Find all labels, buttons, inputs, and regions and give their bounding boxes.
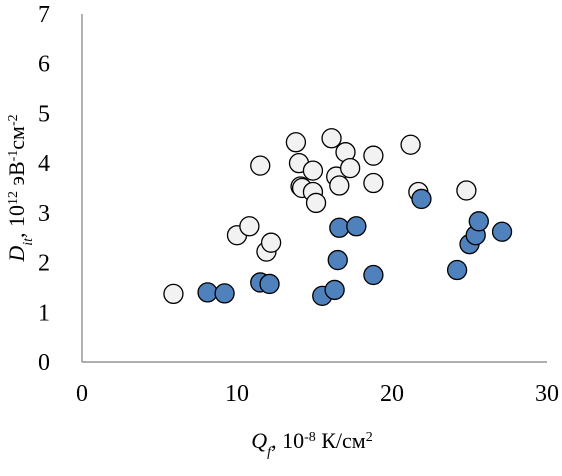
data-point bbox=[259, 273, 280, 295]
data-point bbox=[491, 221, 513, 242]
y-axis-subscript: it bbox=[21, 237, 36, 246]
y-axis-unit2-power: -2 bbox=[6, 114, 21, 126]
x-axis-text: , 10 bbox=[271, 428, 304, 453]
data-point bbox=[363, 264, 384, 286]
data-point bbox=[324, 279, 345, 301]
y-tick-label: 7 bbox=[38, 2, 50, 28]
data-point bbox=[239, 216, 260, 237]
data-point bbox=[327, 249, 348, 271]
data-point bbox=[305, 192, 327, 214]
data-point bbox=[339, 157, 361, 179]
y-tick-label: 5 bbox=[38, 101, 50, 127]
data-point bbox=[363, 172, 384, 194]
x-axis-unit: К/см bbox=[316, 428, 366, 453]
data-point bbox=[400, 134, 421, 155]
data-point bbox=[411, 188, 432, 210]
y-tick-label: 6 bbox=[38, 52, 50, 78]
data-point bbox=[163, 283, 184, 305]
x-axis-subscript: f bbox=[267, 445, 273, 460]
y-tick-label: 3 bbox=[38, 201, 50, 227]
y-tick-label: 2 bbox=[38, 251, 50, 277]
data-point bbox=[363, 145, 384, 166]
data-point bbox=[329, 217, 350, 238]
series-group bbox=[197, 188, 513, 307]
x-tick-label: 0 bbox=[76, 381, 88, 407]
x-axis-unit-power: 2 bbox=[366, 430, 373, 445]
x-axis-symbol: Q bbox=[251, 428, 267, 453]
y-axis-symbol: D bbox=[4, 246, 29, 263]
series-group bbox=[163, 128, 477, 305]
data-point bbox=[446, 259, 468, 281]
y-axis-unit-power: -1 bbox=[6, 150, 21, 162]
y-tick-label: 0 bbox=[38, 350, 50, 376]
data-point bbox=[456, 180, 477, 201]
data-point bbox=[214, 283, 235, 304]
y-axis-label: Dit, 1012 эВ-1см-2 bbox=[4, 114, 36, 262]
data-point bbox=[302, 160, 324, 181]
data-point bbox=[260, 232, 282, 253]
data-point bbox=[321, 128, 342, 149]
y-axis-text: , 10 bbox=[4, 205, 29, 238]
x-tick-label: 30 bbox=[535, 381, 559, 407]
data-point bbox=[197, 282, 218, 303]
y-axis-unit: эВ bbox=[4, 161, 29, 191]
data-point bbox=[250, 155, 271, 176]
x-axis-label: Qf, 10-8 К/см2 bbox=[251, 428, 372, 460]
x-axis-power: -8 bbox=[304, 430, 316, 445]
y-axis-unit2: см bbox=[4, 126, 29, 150]
x-tick-label: 10 bbox=[225, 381, 249, 407]
data-point bbox=[285, 132, 307, 153]
y-axis-power: 12 bbox=[6, 191, 21, 205]
y-tick-label: 4 bbox=[38, 151, 50, 177]
data-point bbox=[468, 211, 489, 232]
data-point bbox=[329, 175, 350, 196]
x-tick-label: 20 bbox=[380, 381, 404, 407]
data-point bbox=[346, 216, 367, 237]
y-tick-label: 1 bbox=[38, 300, 50, 326]
